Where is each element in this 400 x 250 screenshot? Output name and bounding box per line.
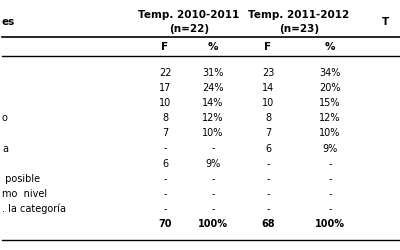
Text: 10%: 10% [202,128,224,138]
Text: 14%: 14% [202,98,224,108]
Text: 15%: 15% [319,98,341,108]
Text: 12%: 12% [202,113,224,123]
Text: -: - [211,174,215,184]
Text: 20%: 20% [319,83,341,93]
Text: Temp. 2011-2012
(n=23): Temp. 2011-2012 (n=23) [248,10,350,34]
Text: -: - [163,204,167,214]
Text: -: - [266,189,270,199]
Text: -: - [328,204,332,214]
Text: posible: posible [2,174,40,184]
Text: 100%: 100% [198,220,228,230]
Text: -: - [328,189,332,199]
Text: Temp. 2010-2011
(n=22): Temp. 2010-2011 (n=22) [138,10,240,34]
Text: 23: 23 [262,68,274,78]
Text: 8: 8 [265,113,271,123]
Text: F: F [264,42,272,52]
Text: -: - [266,174,270,184]
Text: -: - [328,174,332,184]
Text: 14: 14 [262,83,274,93]
Text: -: - [211,144,215,154]
Text: %: % [325,42,335,52]
Text: 8: 8 [162,113,168,123]
Text: -: - [163,144,167,154]
Text: 6: 6 [162,159,168,169]
Text: T: T [382,17,389,27]
Text: mo  nivel: mo nivel [2,189,47,199]
Text: 9%: 9% [322,144,338,154]
Text: 22: 22 [159,68,171,78]
Text: -: - [266,159,270,169]
Text: 31%: 31% [202,68,224,78]
Text: 10%: 10% [319,128,341,138]
Text: 10: 10 [262,98,274,108]
Text: -: - [211,189,215,199]
Text: -: - [266,204,270,214]
Text: 17: 17 [159,83,171,93]
Text: o: o [2,113,8,123]
Text: 6: 6 [265,144,271,154]
Text: -: - [328,159,332,169]
Text: 7: 7 [162,128,168,138]
Text: -: - [163,174,167,184]
Text: 34%: 34% [319,68,341,78]
Text: -: - [163,189,167,199]
Text: 68: 68 [261,220,275,230]
Text: 10: 10 [159,98,171,108]
Text: 24%: 24% [202,83,224,93]
Text: a: a [2,144,8,154]
Text: 70: 70 [158,220,172,230]
Text: 100%: 100% [315,220,345,230]
Text: 9%: 9% [205,159,221,169]
Text: F: F [162,42,168,52]
Text: -: - [211,204,215,214]
Text: es: es [2,17,15,27]
Text: . la categoría: . la categoría [2,204,66,214]
Text: 7: 7 [265,128,271,138]
Text: 12%: 12% [319,113,341,123]
Text: %: % [208,42,218,52]
